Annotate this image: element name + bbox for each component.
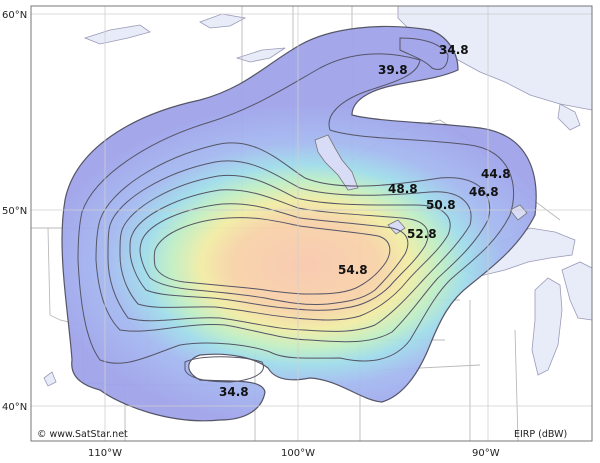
contour-label-39.8: 39.8 — [378, 63, 408, 77]
copyright-text: © www.SatStar.net — [37, 429, 128, 440]
lake-of-the-woods — [387, 219, 406, 235]
lat-label-40n: 40°N — [2, 402, 27, 413]
contour-inner-hole — [184, 356, 264, 383]
contour-label-48.8: 48.8 — [388, 182, 418, 196]
great-bear-lake — [83, 24, 151, 45]
contour-46.8 — [107, 160, 472, 332]
lake-huron — [561, 261, 592, 321]
map-frame — [30, 5, 593, 442]
contour-48.8 — [119, 174, 451, 321]
great-slave-lake — [199, 13, 247, 29]
contour-label-46.8: 46.8 — [469, 185, 499, 199]
contour-label-54.8: 54.8 — [338, 263, 368, 277]
contour-52.8 — [139, 203, 409, 305]
contour-lines — [77, 37, 515, 383]
contour-label-34.8-top: 34.8 — [439, 43, 469, 57]
lat-label-60n: 60°N — [2, 10, 27, 21]
contour-39.8 — [77, 53, 515, 364]
legend-unit: EIRP (dBW) — [514, 429, 567, 440]
lake-nipigon — [509, 204, 528, 221]
james-bay — [557, 103, 581, 131]
contour-label-50.8: 50.8 — [426, 198, 456, 212]
lake-michigan — [531, 277, 563, 376]
lon-label-90w: 90°W — [472, 448, 500, 459]
contour-label-44.8: 44.8 — [481, 167, 511, 181]
contour-44.8 — [95, 142, 491, 343]
lake-athabasca — [235, 47, 286, 63]
lon-label-100w: 100°W — [281, 448, 315, 459]
contour-50.8 — [129, 189, 429, 311]
graticule — [31, 6, 592, 441]
lake-winnipeg — [314, 134, 359, 191]
contour-label-52.8: 52.8 — [407, 227, 437, 241]
contour-hook — [399, 37, 449, 70]
lon-label-110w: 110°W — [88, 448, 122, 459]
lat-label-50n: 50°N — [2, 206, 27, 217]
footprint-outer-34.8 — [61, 25, 537, 422]
contour-label-34.8-bottom: 34.8 — [219, 385, 249, 399]
contour-54.8 — [153, 217, 391, 295]
small-lake — [43, 371, 57, 387]
